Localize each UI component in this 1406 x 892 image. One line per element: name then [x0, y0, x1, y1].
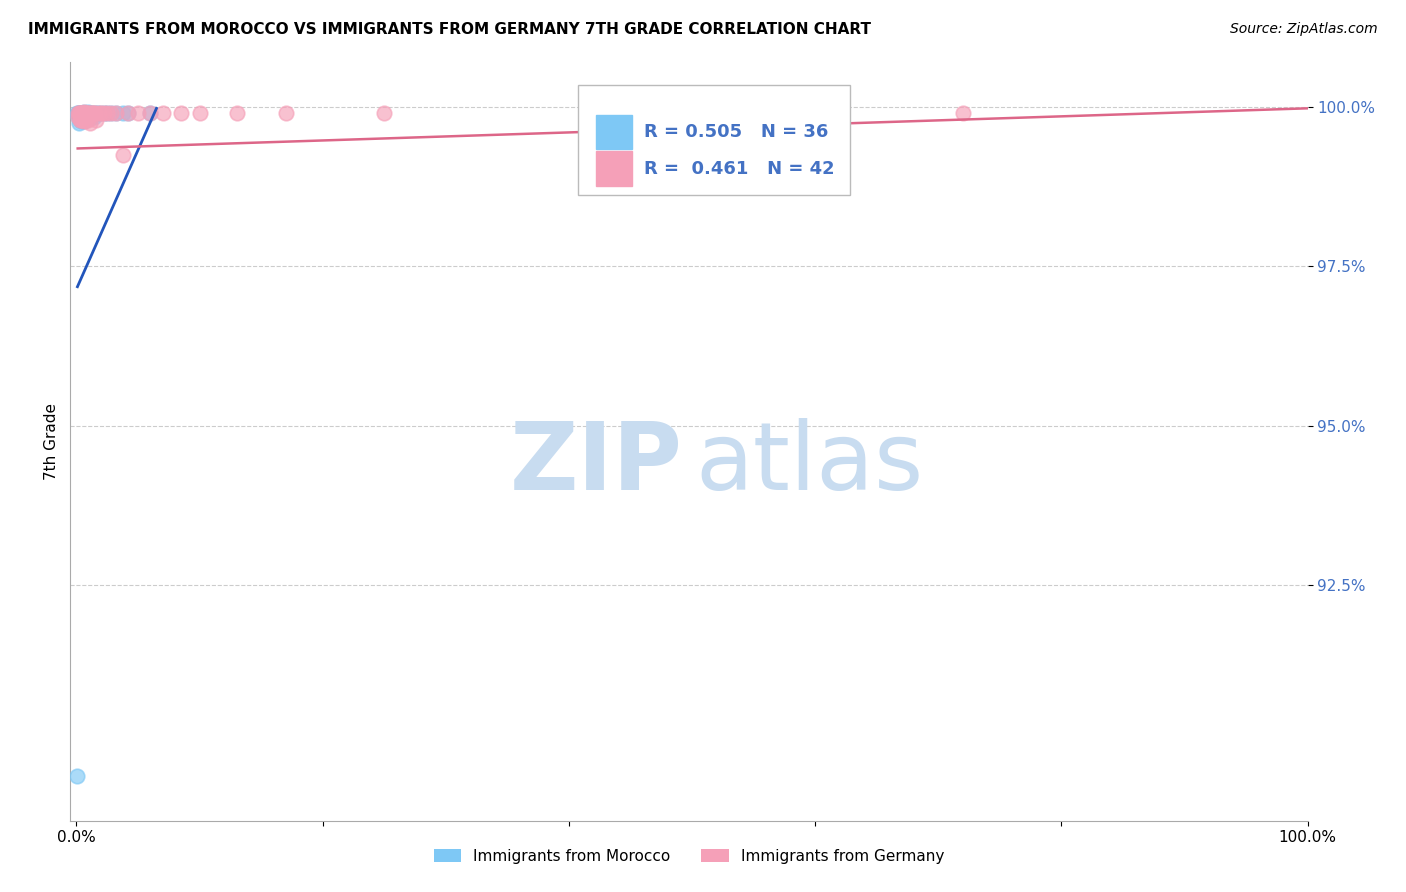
Point	[117, 106, 139, 120]
Text: ZIP: ZIP	[510, 418, 683, 510]
Point	[83, 106, 105, 120]
Point	[188, 106, 211, 120]
Point	[112, 148, 135, 162]
Point	[69, 106, 91, 120]
FancyBboxPatch shape	[596, 114, 633, 149]
Point	[66, 106, 89, 120]
Point	[170, 106, 193, 120]
Point	[75, 112, 97, 127]
Point	[83, 110, 105, 124]
Point	[952, 106, 974, 120]
Point	[96, 106, 118, 120]
Point	[93, 106, 115, 120]
Point	[69, 112, 91, 127]
Point	[100, 106, 122, 120]
Point	[75, 110, 97, 124]
Point	[76, 112, 98, 127]
Point	[76, 106, 98, 120]
Point	[75, 112, 97, 127]
Point	[72, 106, 94, 120]
Point	[66, 106, 89, 120]
Point	[139, 106, 162, 120]
Point	[75, 106, 97, 120]
Point	[75, 106, 97, 120]
Point	[67, 106, 90, 120]
Point	[84, 106, 107, 120]
Point	[84, 112, 107, 127]
Point	[90, 106, 112, 120]
Point	[82, 106, 104, 120]
Point	[73, 114, 96, 128]
FancyBboxPatch shape	[596, 152, 633, 186]
Point	[75, 106, 97, 120]
Point	[66, 110, 89, 124]
Point	[73, 105, 96, 120]
Text: Source: ZipAtlas.com: Source: ZipAtlas.com	[1230, 22, 1378, 37]
Point	[100, 106, 122, 120]
Text: IMMIGRANTS FROM MOROCCO VS IMMIGRANTS FROM GERMANY 7TH GRADE CORRELATION CHART: IMMIGRANTS FROM MOROCCO VS IMMIGRANTS FR…	[28, 22, 872, 37]
Point	[79, 116, 101, 130]
Point	[79, 108, 101, 122]
Point	[69, 110, 91, 124]
Point	[72, 112, 94, 127]
Text: atlas: atlas	[695, 418, 924, 510]
Y-axis label: 7th Grade: 7th Grade	[44, 403, 59, 480]
Point	[72, 106, 94, 120]
Point	[73, 105, 96, 120]
Point	[96, 106, 118, 120]
Point	[67, 110, 90, 124]
Point	[93, 106, 115, 120]
Legend: Immigrants from Morocco, Immigrants from Germany: Immigrants from Morocco, Immigrants from…	[427, 843, 950, 870]
Point	[67, 106, 90, 120]
Point	[73, 114, 96, 128]
Point	[152, 106, 174, 120]
Point	[80, 106, 103, 120]
Point	[86, 106, 108, 120]
Point	[75, 112, 97, 126]
Point	[87, 106, 110, 120]
Point	[80, 110, 103, 124]
Point	[67, 116, 90, 130]
Point	[225, 106, 247, 120]
Point	[82, 106, 104, 120]
Point	[139, 106, 162, 120]
Point	[373, 106, 395, 120]
Point	[117, 106, 139, 120]
Point	[84, 106, 107, 120]
Point	[76, 105, 98, 120]
Point	[75, 106, 97, 120]
Point	[104, 106, 127, 120]
Point	[72, 112, 94, 126]
Text: R = 0.505   N = 36: R = 0.505 N = 36	[644, 123, 828, 141]
Point	[67, 106, 90, 120]
Point	[89, 106, 111, 120]
Point	[104, 106, 127, 120]
Point	[69, 108, 91, 122]
Point	[70, 106, 93, 120]
Point	[127, 106, 149, 120]
Point	[112, 106, 135, 120]
Text: R =  0.461   N = 42: R = 0.461 N = 42	[644, 160, 835, 178]
Point	[70, 106, 93, 120]
Point	[69, 112, 91, 127]
Point	[70, 114, 93, 128]
FancyBboxPatch shape	[578, 85, 849, 195]
Point	[67, 108, 90, 122]
Point	[66, 769, 89, 783]
Point	[70, 112, 93, 127]
Point	[274, 106, 297, 120]
Point	[77, 106, 100, 120]
Point	[69, 106, 91, 120]
Point	[77, 106, 100, 120]
